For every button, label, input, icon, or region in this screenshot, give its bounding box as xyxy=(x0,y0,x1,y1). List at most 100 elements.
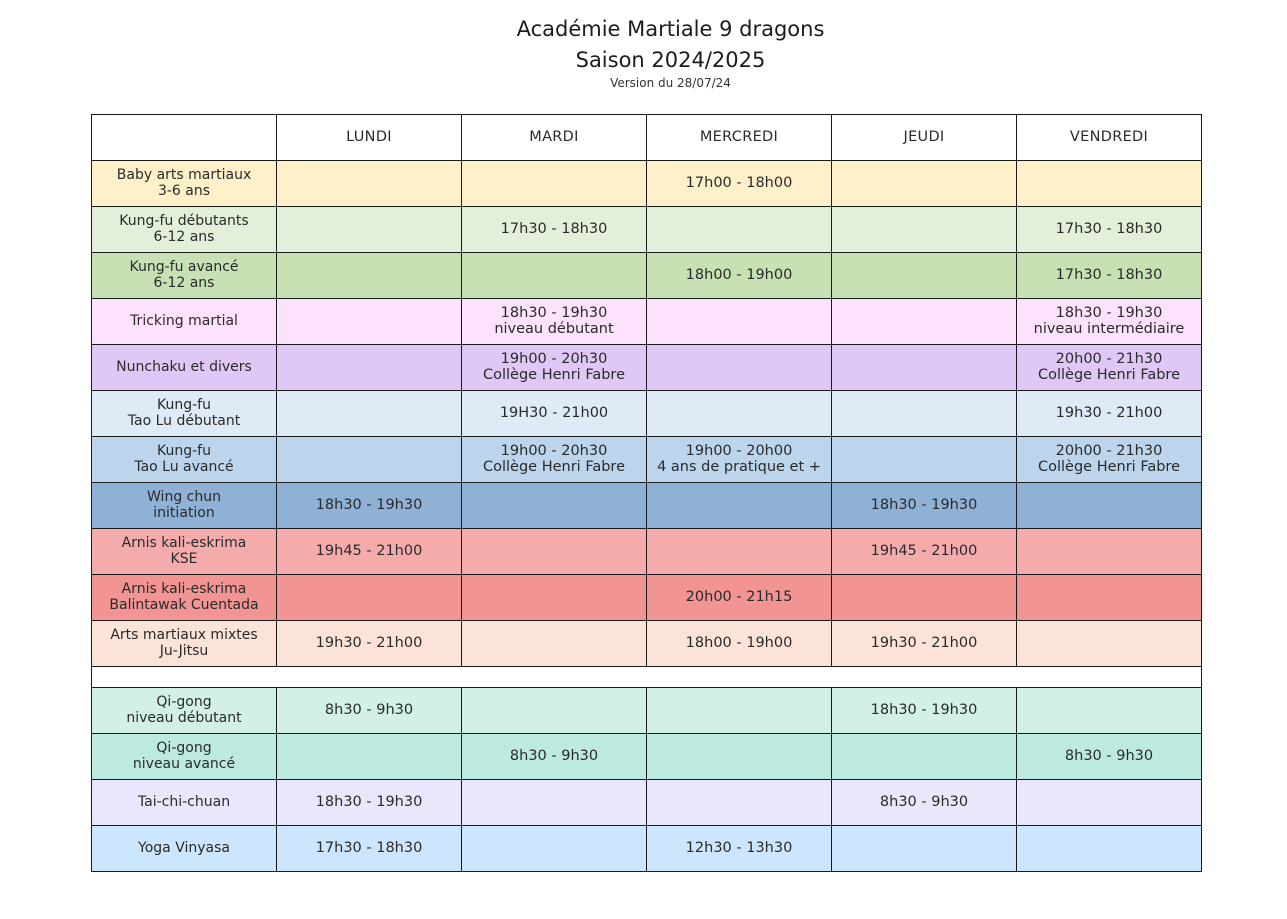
time-cell-lundi: 19h30 - 21h00 xyxy=(276,620,462,667)
time-cell-vendredi: 20h00 - 21h30 Collège Henri Fabre xyxy=(1016,344,1202,391)
time-cell-jeudi xyxy=(831,206,1017,253)
schedule-row: Arnis kali-eskrima KSE 19h45 - 21h00 19h45… xyxy=(91,528,1202,575)
time-cell-jeudi xyxy=(831,390,1017,437)
class-label: Arnis kali-eskrima KSE xyxy=(91,528,277,575)
time-cell-mercredi xyxy=(646,298,832,345)
time-cell-mardi xyxy=(461,252,647,299)
schedule-row: Tricking martial 18h30 - 19h30 niveau déb… xyxy=(91,298,1202,345)
schedule-row: Tai-chi-chuan 18h30 - 19h30 8h30 - 9h30 xyxy=(91,779,1202,826)
time-cell-vendredi: 17h30 - 18h30 xyxy=(1016,252,1202,299)
schedule-row: Qi-gong niveau débutant 8h30 - 9h30 18h30 … xyxy=(91,687,1202,734)
time-cell-mercredi xyxy=(646,528,832,575)
time-cell-mercredi xyxy=(646,206,832,253)
time-cell-mardi xyxy=(461,825,647,872)
time-cell-mardi: 8h30 - 9h30 xyxy=(461,733,647,780)
time-cell-mercredi: 17h00 - 18h00 xyxy=(646,160,832,207)
academy-title: Académie Martiale 9 dragons xyxy=(516,17,825,41)
class-label: Tai-chi-chuan xyxy=(91,779,277,826)
time-cell-vendredi xyxy=(1016,779,1202,826)
time-cell-mardi xyxy=(461,482,647,529)
day-header-mardi: MARDI xyxy=(461,114,647,161)
time-cell-mercredi xyxy=(646,344,832,391)
class-label: Baby arts martiaux 3-6 ans xyxy=(91,160,277,207)
time-cell-jeudi xyxy=(831,298,1017,345)
class-label: Tricking martial xyxy=(91,298,277,345)
version-label: Version du 28/07/24 xyxy=(610,76,731,90)
time-cell-lundi: 18h30 - 19h30 xyxy=(276,779,462,826)
class-label: Kung-fu débutants 6-12 ans xyxy=(91,206,277,253)
time-cell-lundi xyxy=(276,160,462,207)
time-cell-jeudi xyxy=(831,574,1017,621)
time-cell-mardi: 17h30 - 18h30 xyxy=(461,206,647,253)
time-cell-mardi: 19h00 - 20h30 Collège Henri Fabre xyxy=(461,344,647,391)
time-cell-lundi: 8h30 - 9h30 xyxy=(276,687,462,734)
class-label: Wing chun initiation xyxy=(91,482,277,529)
time-cell-jeudi xyxy=(831,344,1017,391)
class-label: Kung-fu Tao Lu débutant xyxy=(91,390,277,437)
class-label: Arnis kali-eskrima Balintawak Cuentada xyxy=(91,574,277,621)
time-cell-vendredi xyxy=(1016,482,1202,529)
time-cell-jeudi: 18h30 - 19h30 xyxy=(831,482,1017,529)
separator-row xyxy=(91,666,1202,688)
time-cell-mardi xyxy=(461,160,647,207)
season-title: Saison 2024/2025 xyxy=(575,48,766,72)
schedule-row: Baby arts martiaux 3-6 ans 17h00 - 18h00 xyxy=(91,160,1202,207)
time-cell-jeudi: 19h45 - 21h00 xyxy=(831,528,1017,575)
time-cell-lundi xyxy=(276,733,462,780)
schedule-row: Qi-gong niveau avancé 8h30 - 9h30 8h30 - 9… xyxy=(91,733,1202,780)
time-cell-mercredi xyxy=(646,482,832,529)
time-cell-jeudi xyxy=(831,436,1017,483)
time-cell-mardi: 19H30 - 21h00 xyxy=(461,390,647,437)
schedule-table: LUNDI MARDI MERCREDI JEUDI VENDREDI Baby… xyxy=(91,114,1202,872)
time-cell-lundi xyxy=(276,436,462,483)
time-cell-vendredi xyxy=(1016,160,1202,207)
page-header: Académie Martiale 9 dragons Saison 2024/… xyxy=(0,14,1287,91)
time-cell-mardi xyxy=(461,574,647,621)
schedule-row: Kung-fu avancé 6-12 ans 18h00 - 19h00 17h3… xyxy=(91,252,1202,299)
time-cell-vendredi: 17h30 - 18h30 xyxy=(1016,206,1202,253)
time-cell-lundi xyxy=(276,390,462,437)
time-cell-mercredi: 20h00 - 21h15 xyxy=(646,574,832,621)
time-cell-mardi xyxy=(461,687,647,734)
class-label: Arts martiaux mixtes Ju-Jitsu xyxy=(91,620,277,667)
time-cell-jeudi: 19h30 - 21h00 xyxy=(831,620,1017,667)
time-cell-lundi xyxy=(276,574,462,621)
time-cell-mercredi: 12h30 - 13h30 xyxy=(646,825,832,872)
schedule-row: Kung-fu Tao Lu avancé 19h00 - 20h30 Collè… xyxy=(91,436,1202,483)
class-label: Kung-fu Tao Lu avancé xyxy=(91,436,277,483)
schedule-row: Yoga Vinyasa 17h30 - 18h30 12h30 - 13h30 xyxy=(91,825,1202,872)
time-cell-jeudi: 8h30 - 9h30 xyxy=(831,779,1017,826)
time-cell-vendredi: 18h30 - 19h30 niveau intermédiaire xyxy=(1016,298,1202,345)
day-header-lundi: LUNDI xyxy=(276,114,462,161)
time-cell-lundi xyxy=(276,252,462,299)
time-cell-jeudi xyxy=(831,825,1017,872)
time-cell-lundi: 18h30 - 19h30 xyxy=(276,482,462,529)
time-cell-lundi xyxy=(276,344,462,391)
day-header-row: LUNDI MARDI MERCREDI JEUDI VENDREDI xyxy=(91,114,1202,161)
schedule-row: Kung-fu Tao Lu débutant 19H30 - 21h00 19h3… xyxy=(91,390,1202,437)
schedule-row: Nunchaku et divers 19h00 - 20h30 Collège … xyxy=(91,344,1202,391)
time-cell-mercredi xyxy=(646,390,832,437)
schedule-row: Kung-fu débutants 6-12 ans 17h30 - 18h30 1… xyxy=(91,206,1202,253)
time-cell-mardi xyxy=(461,528,647,575)
time-cell-mercredi xyxy=(646,733,832,780)
time-cell-vendredi xyxy=(1016,620,1202,667)
class-label: Qi-gong niveau avancé xyxy=(91,733,277,780)
time-cell-vendredi xyxy=(1016,825,1202,872)
day-header-vendredi: VENDREDI xyxy=(1016,114,1202,161)
time-cell-jeudi: 18h30 - 19h30 xyxy=(831,687,1017,734)
time-cell-vendredi: 8h30 - 9h30 xyxy=(1016,733,1202,780)
schedule-row: Arnis kali-eskrima Balintawak Cuentada 20… xyxy=(91,574,1202,621)
time-cell-vendredi: 19h30 - 21h00 xyxy=(1016,390,1202,437)
time-cell-jeudi xyxy=(831,160,1017,207)
time-cell-lundi: 17h30 - 18h30 xyxy=(276,825,462,872)
time-cell-lundi xyxy=(276,298,462,345)
day-header-mercredi: MERCREDI xyxy=(646,114,832,161)
time-cell-mardi xyxy=(461,779,647,826)
class-label: Qi-gong niveau débutant xyxy=(91,687,277,734)
time-cell-mercredi xyxy=(646,687,832,734)
corner-cell xyxy=(91,114,277,161)
time-cell-mardi: 19h00 - 20h30 Collège Henri Fabre xyxy=(461,436,647,483)
class-label: Nunchaku et divers xyxy=(91,344,277,391)
time-cell-jeudi xyxy=(831,733,1017,780)
